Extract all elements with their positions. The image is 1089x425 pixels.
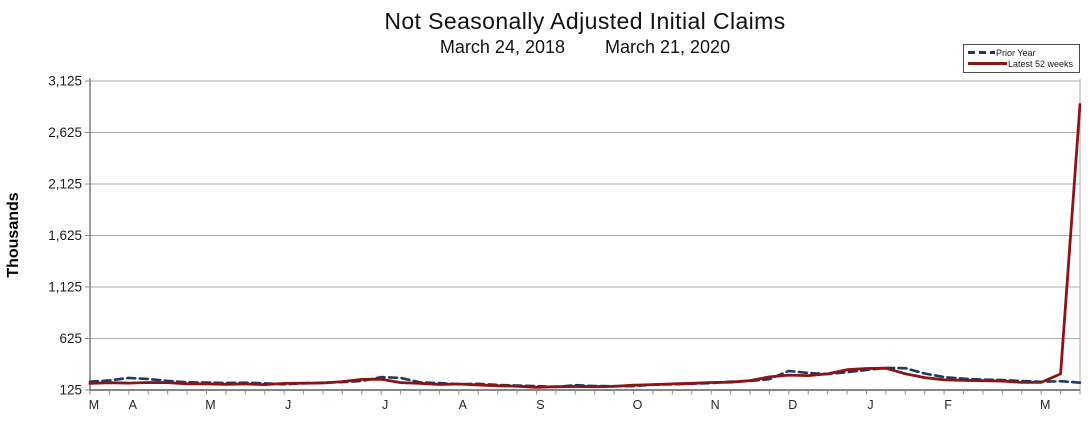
date-range-end: March 21, 2020 <box>605 37 731 57</box>
legend: Prior Year Latest 52 weeks <box>963 44 1080 73</box>
month-label: O <box>633 398 643 412</box>
month-label: A <box>129 398 138 412</box>
y-tick-label: 1,125 <box>48 280 82 295</box>
date-range-start: March 24, 2018 <box>439 37 565 57</box>
y-tick-label: 625 <box>59 331 82 346</box>
chart-title: Not Seasonally Adjusted Initial Claims <box>384 8 786 34</box>
month-label: J <box>867 398 873 412</box>
y-tick-label: 2,625 <box>48 125 82 140</box>
y-tick-label: 125 <box>59 383 82 398</box>
legend-item-prior-year: Prior Year <box>968 47 1076 58</box>
chart-subtitle: March 24, 2018 March 21, 2020 <box>90 37 1080 58</box>
prior-year-line-sample <box>968 51 995 54</box>
legend-item-latest-52-weeks: Latest 52 weeks <box>968 58 1076 69</box>
y-tick-label: 1,625 <box>48 228 82 243</box>
legend-label-prior-year: Prior Year <box>996 47 1036 58</box>
legend-label-latest-52-weeks: Latest 52 weeks <box>1008 58 1074 69</box>
month-label: M <box>89 398 99 412</box>
y-tick-label: 2,125 <box>48 177 82 192</box>
month-label: F <box>944 398 952 412</box>
month-label: A <box>459 398 468 412</box>
month-label: J <box>382 398 388 412</box>
latest-52-weeks-line-sample <box>968 62 1007 65</box>
month-label: M <box>1040 398 1050 412</box>
month-label: D <box>788 398 797 412</box>
y-tick-label: 3,125 <box>48 74 82 89</box>
month-label: N <box>711 398 720 412</box>
month-label: J <box>285 398 291 412</box>
latest-52-weeks-series-line <box>88 103 1082 389</box>
month-label: S <box>536 398 544 412</box>
month-label: M <box>205 398 215 412</box>
